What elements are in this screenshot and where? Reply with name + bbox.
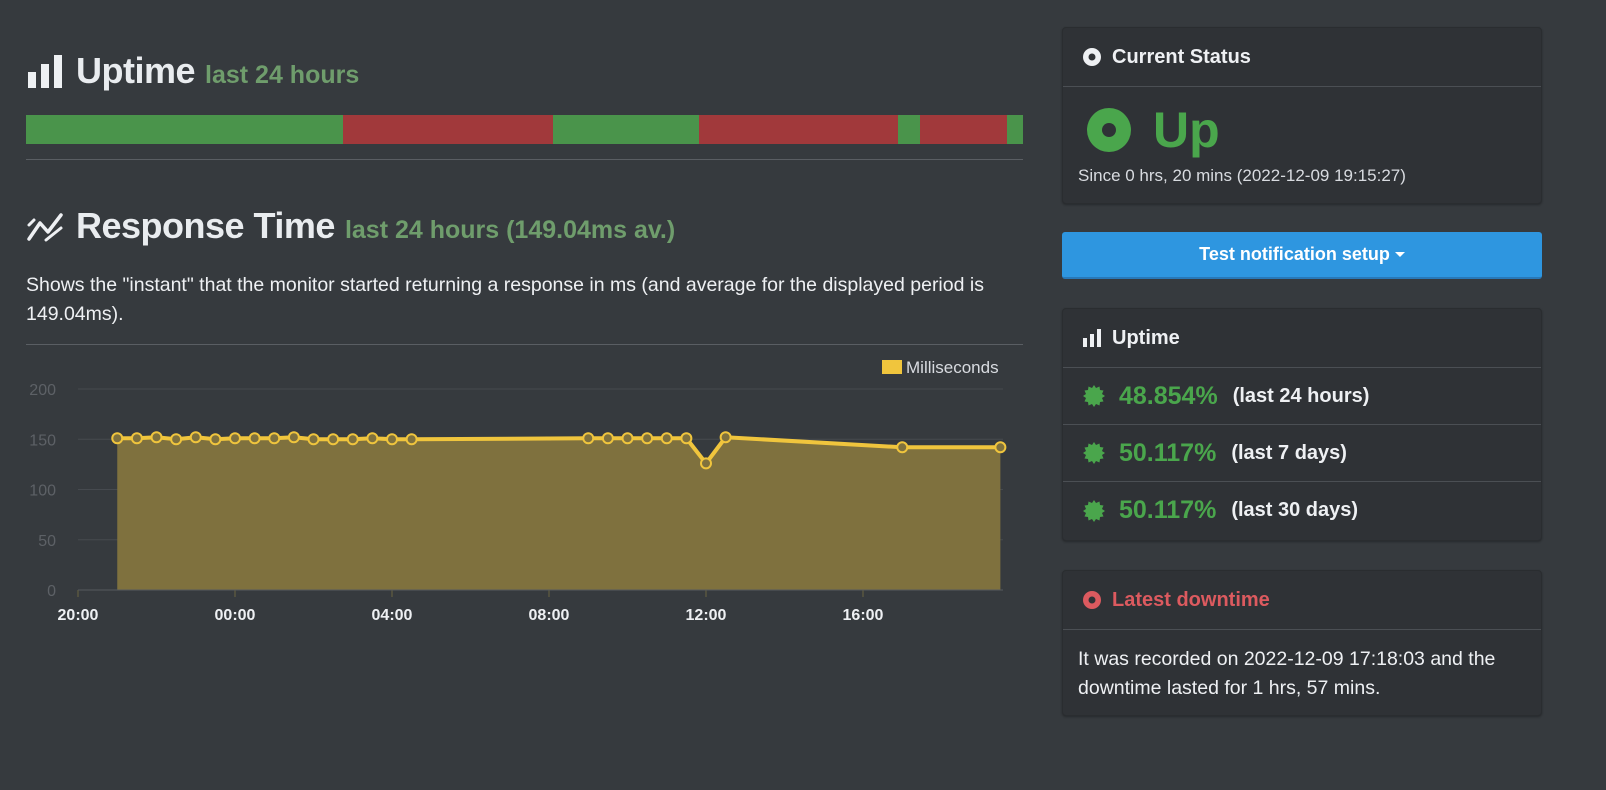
data-point[interactable]: [405, 433, 418, 446]
dot-circle-icon: [1083, 591, 1101, 609]
uptime-segment-up: [553, 115, 699, 144]
data-point[interactable]: [248, 432, 261, 445]
certificate-icon: [1083, 499, 1105, 522]
bar-chart-icon: [1083, 329, 1101, 347]
data-point[interactable]: [719, 431, 732, 444]
y-tick-label: 100: [29, 483, 56, 500]
response-time-heading: Response Time last 24 hours (149.04ms av…: [26, 205, 675, 247]
uptime-card-title: Uptime: [1112, 326, 1180, 349]
uptime-segment-up: [1007, 115, 1023, 144]
x-tick-label: 16:00: [843, 607, 884, 624]
data-point[interactable]: [130, 432, 143, 445]
uptime-title: Uptime: [76, 50, 196, 91]
latest-downtime-card: Latest downtime It was recorded on 2022-…: [1062, 570, 1542, 716]
data-point[interactable]: [386, 433, 398, 446]
data-point[interactable]: [150, 431, 163, 444]
data-point[interactable]: [111, 432, 124, 445]
data-point[interactable]: [268, 432, 281, 445]
data-point[interactable]: [287, 431, 300, 444]
response-time-subtitle: last 24 hours (149.04ms av.): [344, 216, 676, 244]
chart-legend[interactable]: Milliseconds: [882, 358, 999, 377]
uptime-row: 50.117% (last 30 days): [1063, 482, 1541, 539]
uptime-card-header: Uptime: [1063, 309, 1541, 368]
uptime-row: 48.854% (last 24 hours): [1063, 368, 1541, 425]
data-point[interactable]: [189, 431, 202, 444]
bar-chart-icon: [28, 55, 62, 88]
dot-circle-icon: [1083, 48, 1101, 66]
latest-downtime-header: Latest downtime: [1063, 571, 1541, 630]
legend-label: Milliseconds: [906, 358, 999, 377]
latest-downtime-text: It was recorded on 2022-12-09 17:18:03 a…: [1078, 648, 1496, 699]
y-tick-label: 0: [47, 583, 56, 600]
certificate-icon: [1083, 442, 1105, 464]
current-status-card: Current Status Up Since 0 hrs, 20 mins (…: [1062, 27, 1542, 204]
x-tick-label: 00:00: [215, 607, 256, 624]
divider: [26, 344, 1023, 345]
uptime-row: 50.117% (last 7 days): [1063, 425, 1541, 482]
data-point[interactable]: [346, 433, 359, 446]
x-tick-label: 12:00: [686, 607, 727, 624]
data-point[interactable]: [170, 433, 183, 446]
caret-down-icon: [1394, 252, 1405, 257]
uptime-period: (last 30 days): [1231, 499, 1359, 521]
data-point[interactable]: [582, 432, 595, 445]
current-status-header: Current Status: [1063, 28, 1541, 87]
uptime-heading: Uptime last 24 hours: [26, 50, 359, 92]
response-time-chart[interactable]: 0 50 100 150 200 20:00 00:00 04:00 08:00 12:00 16:…: [26, 350, 1026, 640]
uptime-segment-up: [898, 115, 920, 144]
data-point[interactable]: [601, 432, 614, 445]
data-point[interactable]: [660, 432, 673, 445]
data-point[interactable]: [327, 433, 340, 446]
data-point[interactable]: [641, 432, 654, 445]
response-time-title: Response Time: [76, 205, 335, 246]
latest-downtime-title: Latest downtime: [1112, 588, 1270, 611]
uptime-pct: 48.854%: [1119, 381, 1218, 410]
uptime-card: Uptime 48.854% (last 24 hours) 50.117% (…: [1062, 308, 1542, 541]
current-status-title: Current Status: [1112, 45, 1251, 68]
status-since: Since 0 hrs, 20 mins (2022-12-09 19:15:2…: [1078, 166, 1406, 185]
data-point[interactable]: [700, 457, 712, 470]
y-tick-label: 200: [29, 382, 56, 399]
data-point[interactable]: [621, 432, 634, 445]
legend-swatch: [882, 360, 902, 374]
response-time-description: Shows the "instant" that the monitor sta…: [26, 274, 984, 325]
uptime-period: (last 24 hours): [1232, 384, 1370, 407]
x-tick-label: 04:00: [372, 607, 413, 624]
data-point[interactable]: [307, 433, 320, 446]
data-point[interactable]: [209, 433, 222, 446]
data-point[interactable]: [229, 432, 241, 445]
test-notification-label: Test notification setup: [1199, 244, 1390, 264]
x-tick-label: 08:00: [529, 607, 570, 624]
certificate-icon: [1083, 385, 1105, 407]
uptime-bar: [26, 115, 1023, 144]
x-tick-label: 20:00: [58, 607, 99, 624]
uptime-pct: 50.117%: [1119, 438, 1217, 467]
test-notification-button[interactable]: Test notification setup: [1062, 232, 1542, 279]
data-point[interactable]: [680, 432, 693, 445]
y-tick-label: 150: [29, 432, 56, 449]
data-point[interactable]: [366, 432, 379, 445]
data-point[interactable]: [994, 441, 1007, 454]
status-up-icon: [1087, 108, 1131, 152]
line-chart-icon: [27, 213, 63, 242]
uptime-pct: 50.117%: [1119, 496, 1217, 524]
status-text: Up: [1153, 102, 1220, 158]
uptime-period: (last 7 days): [1231, 441, 1347, 464]
uptime-segment-down: [920, 115, 1007, 144]
chart-area: [117, 437, 1001, 590]
uptime-segment-up: [26, 115, 343, 144]
divider: [26, 159, 1023, 160]
y-tick-label: 50: [38, 533, 56, 550]
data-point[interactable]: [896, 441, 909, 454]
uptime-segment-down: [343, 115, 553, 144]
uptime-segment-down: [699, 115, 898, 144]
uptime-subtitle: last 24 hours: [205, 61, 360, 89]
